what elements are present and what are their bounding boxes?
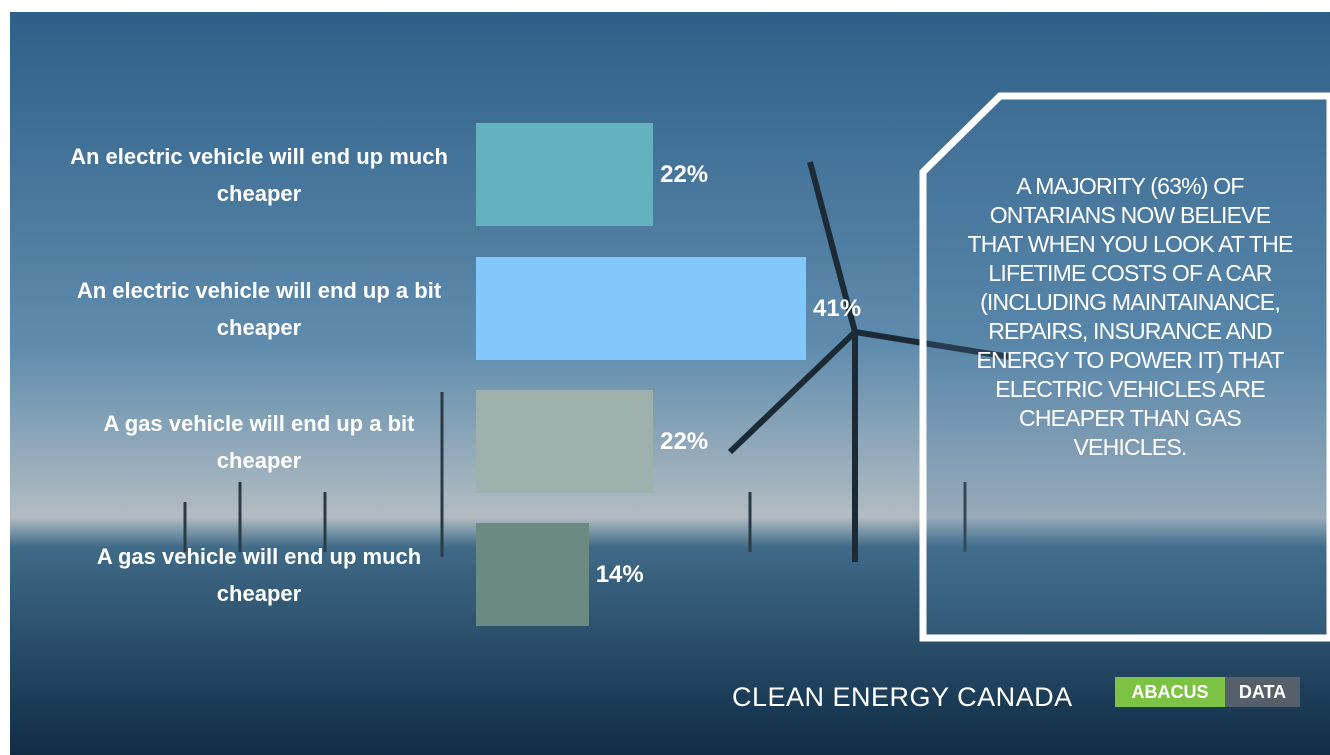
data-logo: DATA [1238,682,1287,702]
callout-text: A MAJORITY (63%) OF ONTARIANS NOW BELIEV… [967,173,1293,460]
bar [476,257,807,360]
value-label: 22% [660,161,709,188]
bar [476,523,589,626]
abacus-box [1115,677,1225,707]
clean-energy-logo: CLEAN ENERGY CANADA [732,682,1073,712]
value-label: 14% [595,561,644,588]
callout-box [919,92,1330,642]
category-label: An electric vehicle will end up a bit ch… [76,278,442,340]
category-label: A gas vehicle will end up a bit cheaper [103,411,415,473]
abacus-logo: ABACUS [1131,682,1209,702]
bar [476,123,654,226]
data-box [1225,677,1300,707]
turbines-far [183,392,967,557]
bar [476,390,654,493]
slide: A MAJORITY (63%) OF ONTARIANS NOW BELIEV… [10,12,1330,755]
value-label: 41% [813,295,862,322]
category-label: A gas vehicle will end up much cheaper [96,544,422,606]
sky-sea [10,12,1330,755]
background [10,12,1330,755]
turbine [727,161,1011,562]
value-label: 22% [660,428,709,455]
category-label: An electric vehicle will end up much che… [70,144,448,206]
